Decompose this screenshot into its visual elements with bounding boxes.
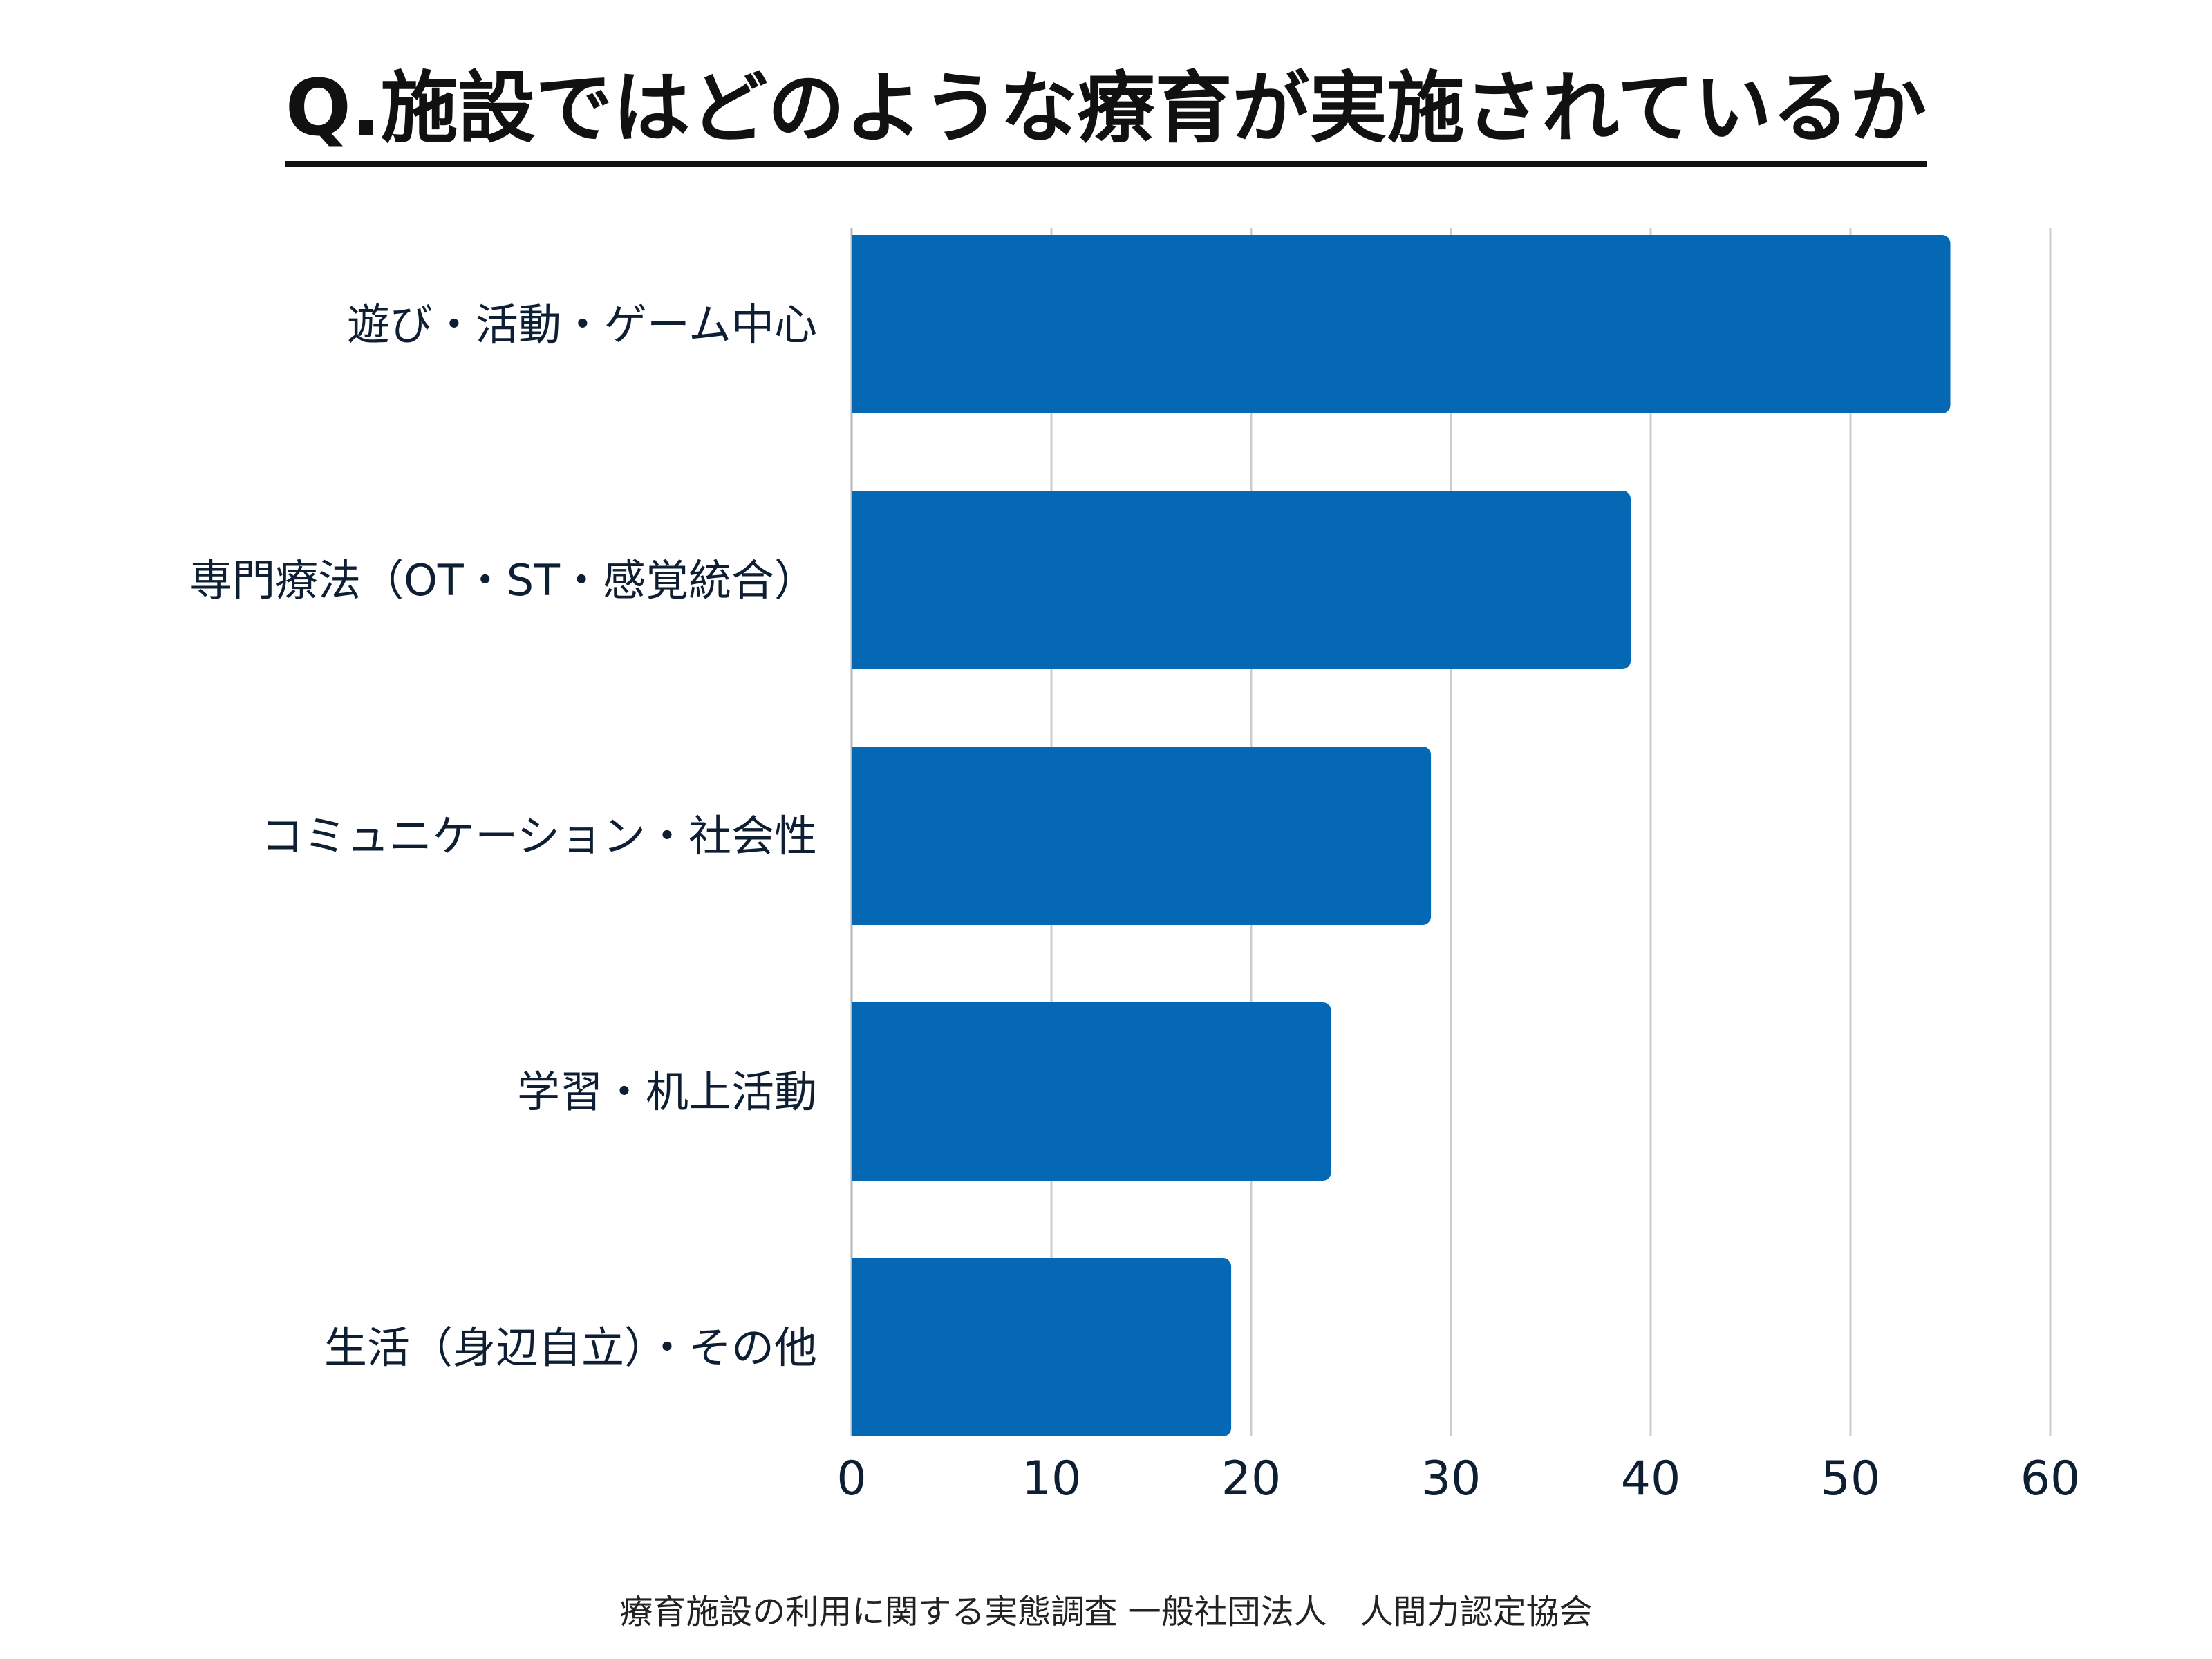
category-label: 専門療法（OT・ST・感覚統合） [189,555,817,606]
bar-base [852,1258,865,1436]
bar [852,1002,1331,1181]
category-label: 学習・机上活動 [517,1067,817,1117]
bar [852,491,1631,669]
bar [852,235,1951,413]
x-tick-label: 0 [836,1452,866,1506]
x-tick-label: 50 [1821,1452,1881,1506]
source-note: 療育施設の利用に関する実態調査 一般社団法人 人間力認定協会 [619,1593,1593,1631]
category-label: 生活（身辺自立）・その他 [324,1322,817,1373]
category-label: 遊び・活動・ゲーム中心 [347,299,817,350]
chart-title-text: Q.施設ではどのような療育が実施されているか [285,66,1927,168]
bar-base [852,491,865,669]
x-tick-label: 10 [1022,1452,1082,1506]
x-tick-labels: 0 10 20 30 40 50 60 [836,1452,2080,1506]
grid-lines [850,228,2052,1436]
x-tick-label: 60 [2021,1452,2081,1506]
bar-base [852,1002,865,1181]
bar [852,747,1432,925]
x-tick-label: 40 [1621,1452,1681,1506]
bars [852,235,1951,1436]
bar-base [852,235,865,413]
x-tick-label: 20 [1221,1452,1282,1506]
chart-title: Q.施設ではどのような療育が実施されているか [0,66,2212,168]
x-tick-label: 30 [1421,1452,1481,1506]
bar [852,1258,1232,1436]
bar-base [852,747,865,925]
category-label: コミュニケーション・社会性 [261,811,817,861]
